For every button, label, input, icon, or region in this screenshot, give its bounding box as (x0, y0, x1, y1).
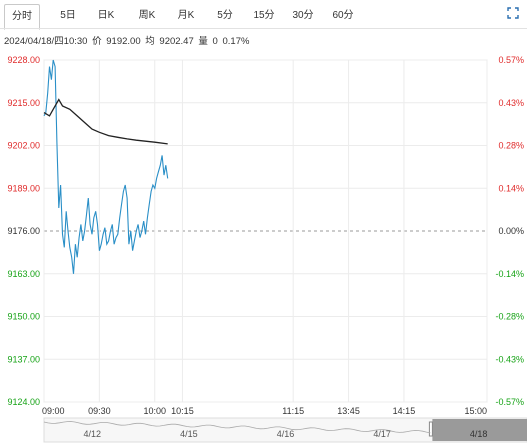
x-tick-label: 09:00 (42, 406, 65, 416)
pct-tick-label: 0.57% (498, 55, 524, 65)
pct-tick-label: 0.14% (498, 183, 524, 193)
x-tick-label: 15:00 (464, 406, 487, 416)
x-tick-label: 13:45 (337, 406, 360, 416)
x-tick-label: 11:15 (282, 406, 304, 416)
pct-tick-label: -0.14% (495, 269, 524, 279)
quote-info-bar: 2024/04/18/四10:30 价 9192.00 均 9202.47 量 … (4, 33, 251, 47)
tab-5[interactable]: 5分 (217, 10, 233, 21)
y-tick-label: 9215.00 (7, 98, 40, 108)
navigator-trace (43, 421, 431, 434)
navigator-date: 4/17 (373, 429, 391, 439)
info-vol: 0 (212, 36, 218, 47)
period-tabs: 分时 5日 日K 周K 月K 5分 15分 30分 60分 (0, 4, 527, 30)
tab-7[interactable]: 30分 (292, 10, 314, 21)
navigator-handle (428, 421, 433, 437)
fullscreen-icon[interactable] (507, 7, 519, 19)
x-tick-label: 10:00 (143, 406, 166, 416)
x-tick-label: 09:30 (88, 406, 111, 416)
navigator-date: 4/12 (84, 429, 102, 439)
info-datetime: 2024/04/18/四10:30 (4, 36, 88, 47)
pct-tick-label: -0.28% (495, 312, 524, 322)
tab-8[interactable]: 60分 (332, 10, 354, 21)
navigator-selection (432, 419, 527, 441)
navigator-date: 4/16 (277, 429, 295, 439)
info-change: 0.17% (222, 36, 250, 47)
y-tick-label: 9137.00 (7, 354, 40, 364)
tab-6[interactable]: 15分 (253, 10, 275, 21)
y-tick-label: 9189.00 (7, 183, 40, 193)
price-line (43, 59, 169, 274)
average-line (43, 98, 168, 145)
y-tick-label: 9163.00 (7, 269, 40, 279)
tab-2[interactable]: 日K (97, 10, 115, 21)
pct-tick-label: 0.00% (498, 226, 524, 236)
tab-1[interactable]: 5日 (60, 10, 76, 21)
y-tick-label: 9228.00 (7, 55, 40, 65)
tab-0[interactable]: 分时 (4, 4, 40, 30)
pct-tick-label: 0.28% (498, 141, 524, 151)
y-tick-label: 9124.00 (7, 397, 40, 407)
x-tick-label: 10:15 (171, 406, 194, 416)
info-avg-label: 均 (145, 36, 155, 47)
pct-tick-label: -0.57% (495, 397, 524, 407)
info-avg: 9202.47 (159, 36, 194, 47)
info-price: 9192.00 (106, 36, 141, 47)
y-tick-label: 9150.00 (7, 312, 40, 322)
tab-4[interactable]: 月K (177, 10, 195, 21)
pct-tick-label: -0.43% (495, 354, 524, 364)
navigator-date: 4/18 (470, 429, 488, 439)
pct-tick-label: 0.43% (498, 98, 524, 108)
x-tick-label: 14:15 (393, 406, 416, 416)
y-tick-label: 9176.00 (7, 226, 40, 236)
tab-divider (0, 28, 527, 29)
info-vol-label: 量 (198, 36, 208, 47)
navigator-date: 4/15 (180, 429, 198, 439)
tab-3[interactable]: 周K (138, 10, 156, 21)
info-price-label: 价 (92, 36, 102, 47)
y-tick-label: 9202.00 (7, 141, 40, 151)
